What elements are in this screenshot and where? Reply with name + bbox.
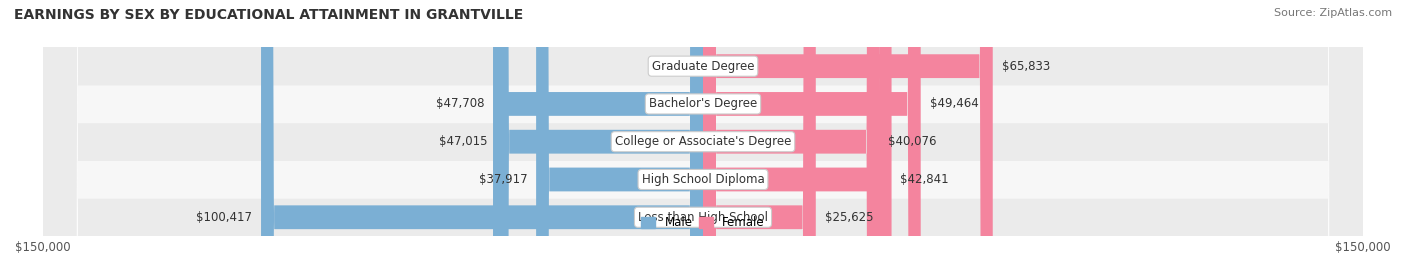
FancyBboxPatch shape xyxy=(42,0,1364,269)
FancyBboxPatch shape xyxy=(703,0,993,269)
Text: Bachelor's Degree: Bachelor's Degree xyxy=(650,97,756,111)
FancyBboxPatch shape xyxy=(42,0,1364,269)
FancyBboxPatch shape xyxy=(496,0,703,269)
Text: High School Diploma: High School Diploma xyxy=(641,173,765,186)
FancyBboxPatch shape xyxy=(703,0,815,269)
Text: $37,917: $37,917 xyxy=(478,173,527,186)
FancyBboxPatch shape xyxy=(262,0,703,269)
Text: Source: ZipAtlas.com: Source: ZipAtlas.com xyxy=(1274,8,1392,18)
Legend: Male, Female: Male, Female xyxy=(637,212,769,234)
Text: $65,833: $65,833 xyxy=(1001,60,1050,73)
Text: $42,841: $42,841 xyxy=(900,173,949,186)
FancyBboxPatch shape xyxy=(494,0,703,269)
Text: College or Associate's Degree: College or Associate's Degree xyxy=(614,135,792,148)
FancyBboxPatch shape xyxy=(42,0,1364,269)
FancyBboxPatch shape xyxy=(703,0,921,269)
Text: $49,464: $49,464 xyxy=(929,97,979,111)
Text: $100,417: $100,417 xyxy=(197,211,252,224)
Text: EARNINGS BY SEX BY EDUCATIONAL ATTAINMENT IN GRANTVILLE: EARNINGS BY SEX BY EDUCATIONAL ATTAINMEN… xyxy=(14,8,523,22)
Text: $0: $0 xyxy=(679,60,695,73)
Text: Less than High School: Less than High School xyxy=(638,211,768,224)
Text: Graduate Degree: Graduate Degree xyxy=(652,60,754,73)
FancyBboxPatch shape xyxy=(42,0,1364,269)
Text: $25,625: $25,625 xyxy=(824,211,873,224)
Text: $47,015: $47,015 xyxy=(439,135,488,148)
FancyBboxPatch shape xyxy=(536,0,703,269)
FancyBboxPatch shape xyxy=(42,0,1364,269)
Text: $47,708: $47,708 xyxy=(436,97,484,111)
Text: $40,076: $40,076 xyxy=(889,135,936,148)
FancyBboxPatch shape xyxy=(703,0,879,269)
FancyBboxPatch shape xyxy=(703,0,891,269)
